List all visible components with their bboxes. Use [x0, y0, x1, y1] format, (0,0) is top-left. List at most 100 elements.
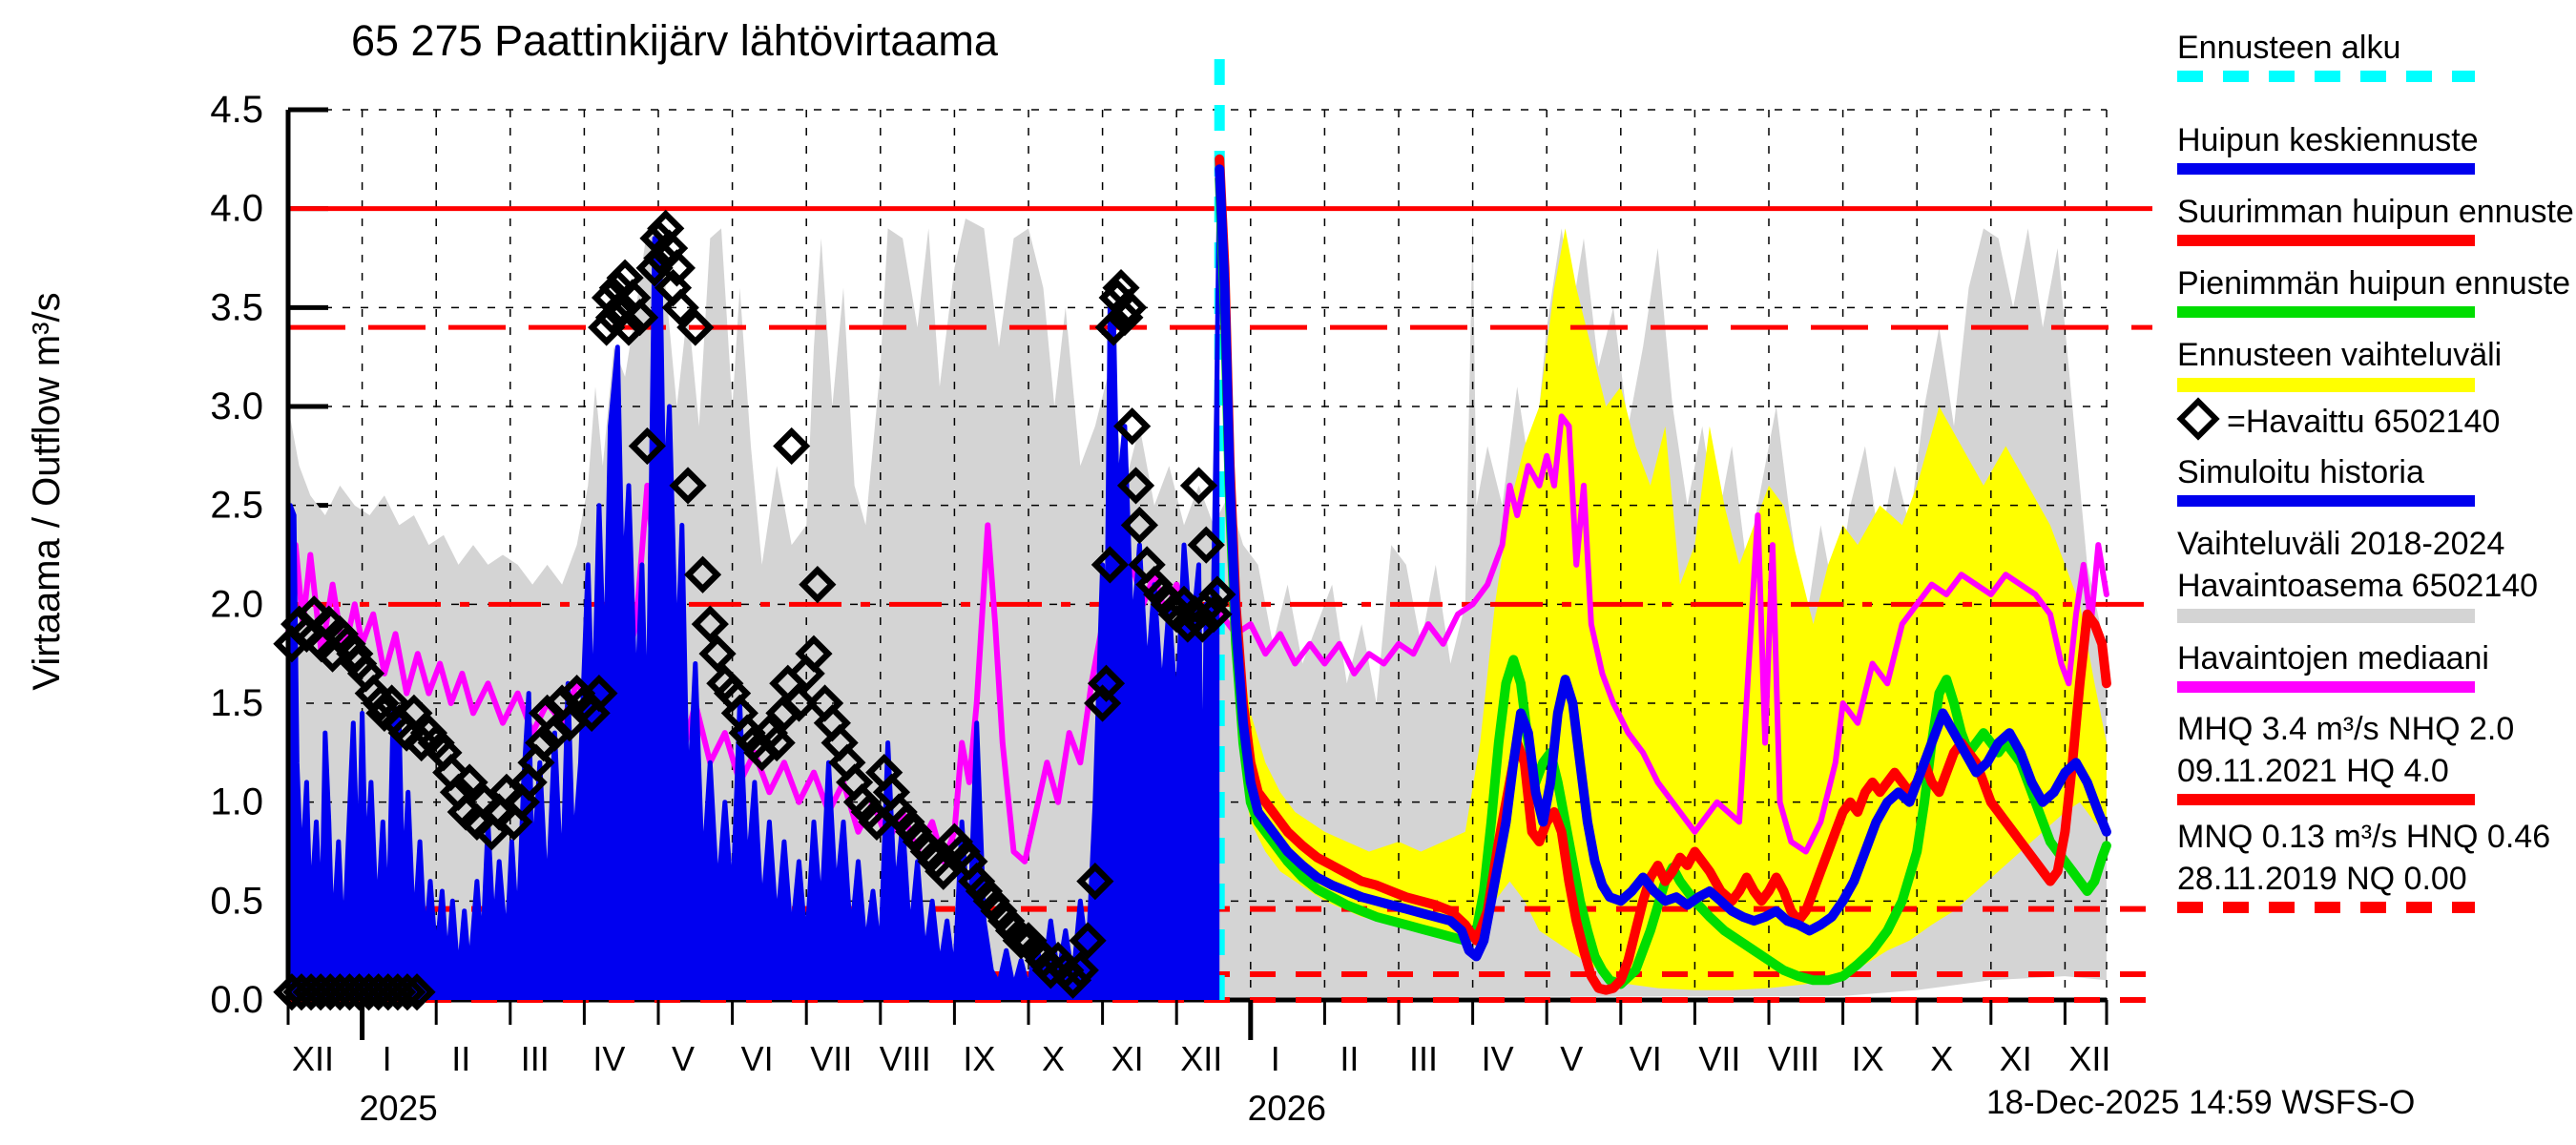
- observed-diamond-marker: [598, 269, 636, 307]
- observed-diamond-marker: [1195, 595, 1233, 634]
- legend-item-max-peak: Suurimman huipun ennuste: [2177, 191, 2574, 246]
- observed-diamond-marker: [1116, 467, 1155, 505]
- simulated-history-sample: [2177, 495, 2475, 507]
- legend-label-line2: 09.11.2021 HQ 4.0: [2177, 753, 2449, 789]
- legend-label-line2: Havaintoasema 6502140: [2177, 568, 2539, 604]
- legend-item-history-range: Vaihteluväli 2018-2024 Havaintoasema 650…: [2177, 523, 2574, 623]
- observed-diamond-marker: [676, 308, 715, 346]
- low-flow-line-sample: [2177, 902, 2475, 913]
- observed-diamond-marker: [365, 694, 404, 732]
- observed-diamond-marker: [628, 427, 666, 466]
- legend-label: Havaintojen mediaani: [2177, 640, 2489, 677]
- x-tick-label: XII: [2068, 1039, 2110, 1078]
- x-tick-label: IX: [963, 1039, 995, 1078]
- huipun-keskiennuste-line: [1215, 164, 2111, 962]
- legend-label: MNQ 0.13 m³/s HNQ 0.46: [2177, 819, 2551, 855]
- x-tick-label: VIII: [1768, 1039, 1819, 1078]
- x-tick-label: VI: [1630, 1039, 1662, 1078]
- x-tick-label: IV: [592, 1039, 625, 1078]
- x-tick-label: VI: [741, 1039, 774, 1078]
- legend-label: Ennusteen alku: [2177, 30, 2401, 66]
- x-tick-label: X: [1930, 1039, 1953, 1078]
- observed-diamond-marker: [773, 427, 811, 466]
- x-tick-label: VII: [810, 1039, 852, 1078]
- x-tick-label: X: [1042, 1039, 1065, 1078]
- observed-diamond-marker: [795, 635, 833, 673]
- legend-item-simulated-history: Simuloitu historia: [2177, 451, 2574, 507]
- observed-diamond-marker: [1187, 526, 1225, 564]
- x-tick-label: I: [1271, 1039, 1280, 1078]
- x-tick-label: IX: [1852, 1039, 1884, 1078]
- observed-diamond-marker: [779, 684, 819, 722]
- legend-label: Vaihteluväli 2018-2024: [2177, 526, 2505, 562]
- x-tick-label: III: [521, 1039, 550, 1078]
- observed-diamond-marker: [1053, 961, 1092, 999]
- x-tick-label: III: [1409, 1039, 1438, 1078]
- legend-item-high-flow-stats: MHQ 3.4 m³/s NHQ 2.0 09.11.2021 HQ 4.0: [2177, 708, 2574, 805]
- y-tick-label: 3.5: [210, 286, 263, 328]
- observed-diamond-marker: [1084, 684, 1122, 722]
- legend-item-observation-median: Havaintojen mediaani: [2177, 637, 2574, 693]
- y-tick-label: 0.5: [210, 880, 263, 922]
- legend-label: Pienimmän huipun ennuste: [2177, 265, 2571, 302]
- observed-diamond-marker: [1061, 951, 1099, 989]
- x-tick-label: V: [672, 1039, 695, 1078]
- observed-diamond-marker: [1094, 308, 1132, 346]
- observed-diamond-marker: [1120, 506, 1158, 544]
- observed-diamond-marker: [621, 299, 659, 337]
- legend-label: Huipun keskiennuste: [2177, 122, 2479, 158]
- observed-diamond-marker: [388, 973, 426, 1011]
- y-tick-label: 1.0: [210, 781, 263, 823]
- observation-median-sample: [2177, 681, 2475, 693]
- plot-area: XII I II III IV V VI VII VIII IX X XI XII I II III IV V VI…: [210, 59, 2152, 1128]
- observed-diamond-marker: [1002, 922, 1040, 960]
- x-tick-label: VII: [1698, 1039, 1740, 1078]
- observed-diamond-marker: [1110, 288, 1148, 326]
- observed-diamond-marker: [610, 308, 648, 346]
- forecast-start-line-sample: [2177, 71, 2475, 82]
- simulated-history-area: [288, 169, 1220, 1000]
- legend-item-low-flow-stats: MNQ 0.13 m³/s HNQ 0.46 28.11.2019 NQ 0.0…: [2177, 816, 2574, 913]
- x-tick-label: I: [383, 1039, 392, 1078]
- history-range-sample: [2177, 609, 2475, 623]
- observed-diamond-marker: [1191, 585, 1229, 623]
- chart-title: 65 275 Paattinkijärv lähtövirtaama: [351, 16, 999, 65]
- legend-item-forecast-start: Ennusteen alku: [2177, 27, 2574, 82]
- observed-diamond-marker: [295, 595, 333, 634]
- observed-diamond-marker: [657, 249, 696, 287]
- y-tick-label: 3.0: [210, 385, 263, 427]
- observed-diamond-marker: [758, 723, 796, 762]
- min-peak-line-sample: [2177, 306, 2475, 318]
- forecast-range-sample: [2177, 378, 2475, 392]
- y-tick-label: 4.5: [210, 89, 263, 131]
- y-tick-label: 4.0: [210, 188, 263, 230]
- y-tick-label: 0.0: [210, 979, 263, 1021]
- x-tick-label: XI: [2000, 1039, 2032, 1078]
- y-tick-label: 2.0: [210, 583, 263, 625]
- x-tick-label: XII: [292, 1039, 334, 1078]
- x-tick-label: V: [1560, 1039, 1583, 1078]
- observed-diamond-marker: [1179, 467, 1218, 505]
- legend-label: Simuloitu historia: [2177, 454, 2424, 490]
- legend-label: Suurimman huipun ennuste: [2177, 194, 2574, 230]
- diamond-marker-icon: [2176, 397, 2220, 441]
- observed-diamond-marker: [594, 299, 634, 337]
- x-tick-label: VIII: [880, 1039, 931, 1078]
- legend-label: Ennusteen vaihteluväli: [2177, 337, 2503, 373]
- observed-diamond-marker: [398, 973, 436, 1011]
- year-label: 2026: [1248, 1089, 1326, 1128]
- observed-diamond-marker: [362, 684, 400, 722]
- y-tick-label: 2.5: [210, 485, 263, 527]
- mean-peak-line-sample: [2177, 163, 2475, 175]
- observed-diamond-marker: [1198, 575, 1236, 614]
- legend-label: MHQ 3.4 m³/s NHQ 2.0: [2177, 711, 2515, 747]
- legend-item-observed: =Havaittu 6502140: [2176, 397, 2574, 443]
- legend-item-mean-peak: Huipun keskiennuste: [2177, 119, 2574, 175]
- observed-diamond-marker: [395, 694, 433, 732]
- observed-diamond-marker: [647, 209, 685, 247]
- observed-diamond-marker: [1076, 863, 1114, 901]
- observed-diamond-marker: [643, 239, 681, 278]
- observed-diamond-marker: [691, 605, 729, 643]
